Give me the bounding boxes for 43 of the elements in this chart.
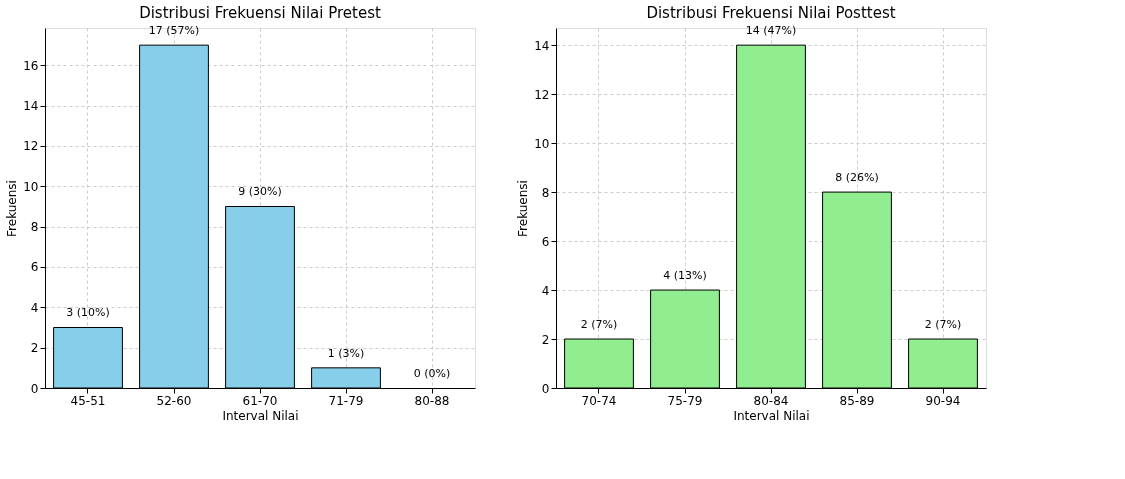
x-tick-label: 52-60 [156,393,192,408]
y-tick-label: 4 [30,300,39,315]
y-tick-label: 2 [541,332,550,347]
x-tick-label: 80-88 [414,393,450,408]
y-tick-label: 14 [23,99,39,114]
x-tick-label: 85-89 [839,393,875,408]
y-tick-label: 14 [534,38,550,53]
x-tick-label: 90-94 [925,393,961,408]
chart-title: Distribusi Frekuensi Nilai Pretest [139,4,381,23]
data-label: 8 (26%) [835,171,879,185]
y-tick-label: 12 [534,87,550,102]
data-label: 4 (13%) [663,269,707,283]
y-tick-label: 6 [541,234,550,249]
data-label: 2 (7%) [580,318,618,332]
data-label: 3 (10%) [66,306,110,320]
x-tick-label: 71-79 [328,393,364,408]
x-tick-label: 45-51 [70,393,106,408]
y-tick-label: 8 [541,185,550,200]
y-axis-title: Frekuensi [516,180,531,237]
x-tick-label: 61-70 [242,393,278,408]
y-tick-label: 6 [30,260,39,275]
y-tick-label: 0 [30,381,39,396]
y-tick-label: 8 [30,220,39,235]
x-axis-title: Interval Nilai [733,408,810,423]
chart-title: Distribusi Frekuensi Nilai Posttest [646,4,896,23]
x-tick-label: 75-79 [667,393,703,408]
y-tick-label: 10 [534,136,550,151]
x-tick-label: 70-74 [581,393,617,408]
y-tick-label: 0 [541,381,550,396]
x-tick-label: 80-84 [753,393,789,408]
data-label: 9 (30%) [238,185,282,199]
data-label: 0 (0%) [413,367,451,380]
x-axis-title: Interval Nilai [222,408,299,423]
y-tick-label: 10 [23,179,39,194]
y-axis-title: Frekuensi [5,180,20,237]
data-label: 14 (47%) [745,24,797,38]
y-tick-label: 16 [23,58,39,73]
y-tick-label: 12 [23,139,39,154]
data-label: 2 (7%) [924,318,962,332]
data-label: 1 (3%) [327,346,365,360]
y-tick-label: 4 [541,283,550,298]
y-tick-label: 2 [30,341,39,356]
data-label: 17 (57%) [148,24,200,38]
